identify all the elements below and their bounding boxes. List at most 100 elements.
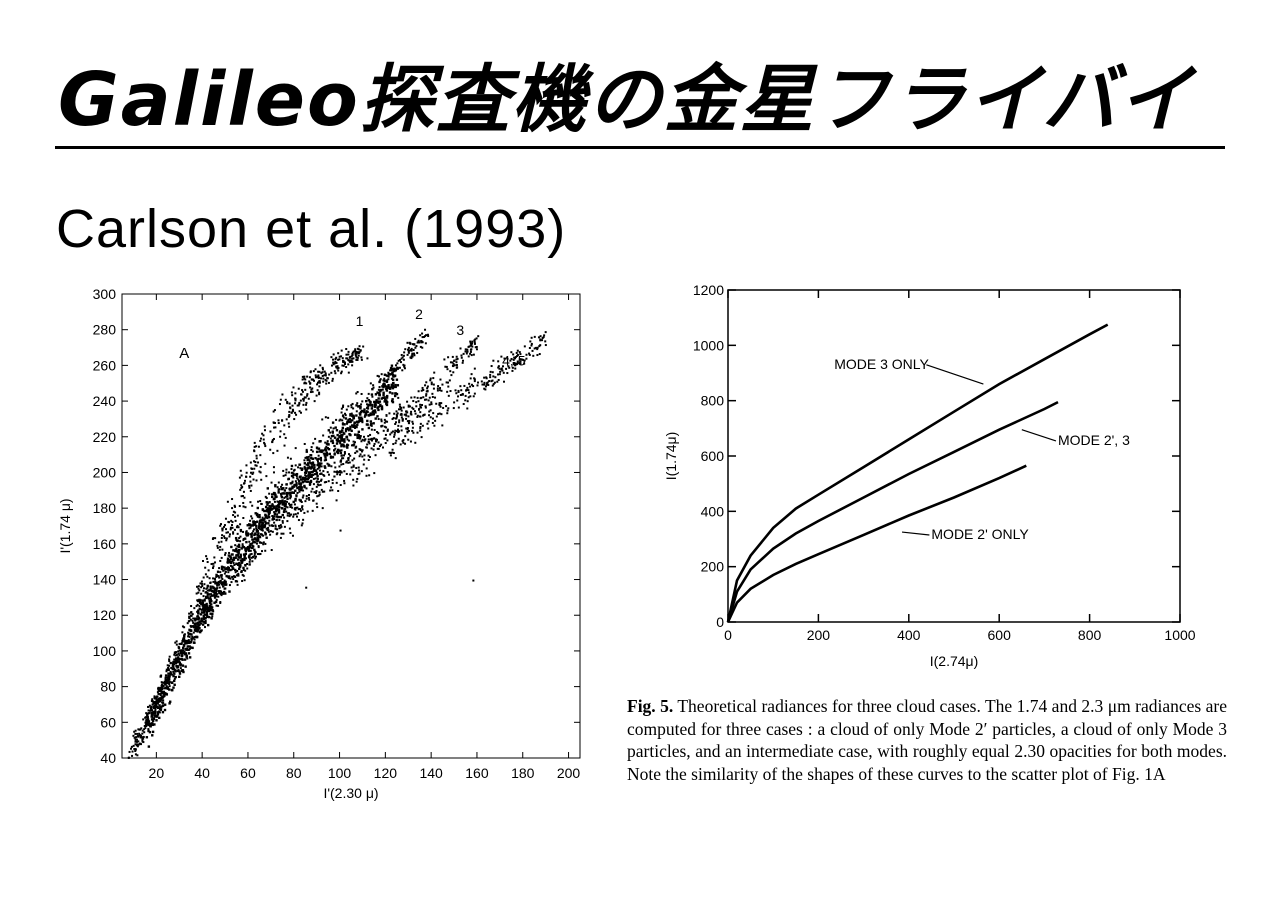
scatter-point-core xyxy=(255,524,258,528)
scatter-point-core xyxy=(270,508,273,511)
scatter-point-branch-1 xyxy=(298,402,301,405)
scatter-point-branch-1 xyxy=(351,352,354,355)
scatter-point-branch-3 xyxy=(456,357,459,360)
scatter-point-core xyxy=(264,533,267,536)
scatter-point-branch-4 xyxy=(154,706,157,709)
scatter-point-core xyxy=(337,448,340,452)
scatter-point-branch-2 xyxy=(324,447,327,450)
x-tick-label: 200 xyxy=(557,765,581,781)
scatter-point-branch-2 xyxy=(350,404,353,407)
scatter-point-branch-4 xyxy=(274,525,277,528)
scatter-point-branch-1 xyxy=(291,408,294,411)
scatter-point-branch-2 xyxy=(366,397,369,400)
scatter-point-core xyxy=(360,419,364,423)
scatter-point-branch-1 xyxy=(345,348,348,351)
scatter-point-core xyxy=(244,547,247,550)
scatter-point-branch-1 xyxy=(219,524,222,527)
scatter-point-branch-4 xyxy=(427,399,430,402)
scatter-point-branch-1 xyxy=(239,469,242,472)
scatter-point-branch-3 xyxy=(474,338,477,341)
scatter-point-branch-3 xyxy=(314,477,317,480)
scatter-point-core xyxy=(331,421,335,424)
scatter-point-core xyxy=(323,465,326,468)
scatter-point-core xyxy=(256,515,260,518)
scatter-point-branch-4 xyxy=(285,505,288,508)
scatter-point-branch-2 xyxy=(327,416,330,419)
scatter-point-core xyxy=(221,592,225,595)
scatter-point-core xyxy=(360,417,364,421)
scatter-point-branch-1 xyxy=(254,464,257,467)
scatter-point-branch-4 xyxy=(188,635,191,638)
scatter-point-branch-1 xyxy=(190,605,193,608)
scatter-point-core xyxy=(273,506,276,510)
scatter-point-branch-4 xyxy=(262,543,265,546)
scatter-point-branch-1 xyxy=(288,410,291,413)
scatter-point-branch-3 xyxy=(281,521,284,524)
scatter-point-core xyxy=(283,489,287,492)
scatter-point-core xyxy=(163,708,167,712)
scatter-point-branch-1 xyxy=(200,580,203,583)
scatter-point-branch-4 xyxy=(394,457,397,460)
scatter-point-core xyxy=(307,476,310,479)
scatter-point-core xyxy=(153,723,156,726)
scatter-point-branch-4 xyxy=(420,436,423,439)
scatter-point-branch-4 xyxy=(434,396,437,399)
scatter-point-branch-3 xyxy=(426,385,429,388)
scatter-point-branch-2 xyxy=(402,354,405,357)
scatter-point-core xyxy=(240,547,243,550)
scatter-point-branch-4 xyxy=(537,336,540,339)
scatter-point-core xyxy=(178,670,181,673)
scatter-point-branch-1 xyxy=(306,375,309,378)
scatter-point-branch-3 xyxy=(139,728,142,731)
scatter-point-branch-2 xyxy=(320,462,323,465)
scatter-point-branch-4 xyxy=(293,503,296,506)
scatter-point-branch-2 xyxy=(378,386,381,389)
scatter-point-branch-2 xyxy=(345,408,348,411)
scatter-point-core xyxy=(298,475,302,479)
scatter-point-branch-2 xyxy=(137,740,140,743)
scatter-point-core xyxy=(289,493,292,497)
scatter-point-core xyxy=(173,683,176,687)
scatter-point-core xyxy=(366,419,369,423)
scatter-point-core xyxy=(303,462,307,465)
scatter-point-core xyxy=(222,582,225,585)
scatter-point-branch-4 xyxy=(430,401,433,404)
scatter-point-branch-4 xyxy=(219,579,222,582)
scatter-point-core xyxy=(284,502,287,506)
scatter-point-branch-4 xyxy=(421,424,424,427)
scatter-point-core xyxy=(394,392,397,395)
scatter-point-branch-3 xyxy=(278,527,281,530)
scatter-point-branch-4 xyxy=(431,395,434,398)
scatter-point-branch-3 xyxy=(343,470,346,473)
scatter-point-branch-4 xyxy=(200,608,203,611)
scatter-point-branch-4 xyxy=(510,351,513,354)
scatter-point-branch-4 xyxy=(386,439,389,442)
scatter-point-branch-2 xyxy=(239,540,242,543)
scatter-point-branch-4 xyxy=(533,335,536,338)
scatter-point-branch-2 xyxy=(304,456,307,459)
scatter-point-branch-1 xyxy=(286,402,289,405)
scatter-point-branch-3 xyxy=(134,738,137,741)
scatter-point-core xyxy=(190,637,193,641)
scatter-point-branch-4 xyxy=(176,665,179,668)
scatter-point-branch-4 xyxy=(543,334,546,337)
scatter-point-branch-3 xyxy=(429,377,432,380)
scatter-point-core xyxy=(307,471,310,474)
scatter-point-branch-2 xyxy=(257,500,260,503)
scatter-point-branch-1 xyxy=(240,495,243,498)
scatter-point-core xyxy=(232,558,235,562)
scatter-point-branch-3 xyxy=(446,381,449,384)
scatter-point-branch-1 xyxy=(286,400,289,403)
scatter-point-core xyxy=(367,399,371,402)
scatter-point-branch-4 xyxy=(257,545,260,548)
scatter-point-branch-1 xyxy=(230,524,233,527)
scatter-point-core xyxy=(300,486,303,489)
y-tick-label: 180 xyxy=(93,500,117,516)
scatter-point-branch-4 xyxy=(320,488,323,491)
scatter-point-branch-4 xyxy=(457,406,460,409)
scatter-point-branch-2 xyxy=(385,388,388,391)
scatter-point-core xyxy=(261,526,264,530)
scatter-point-core xyxy=(372,409,375,413)
scatter-point-branch-2 xyxy=(413,343,416,346)
scatter-point-branch-1 xyxy=(263,425,266,428)
